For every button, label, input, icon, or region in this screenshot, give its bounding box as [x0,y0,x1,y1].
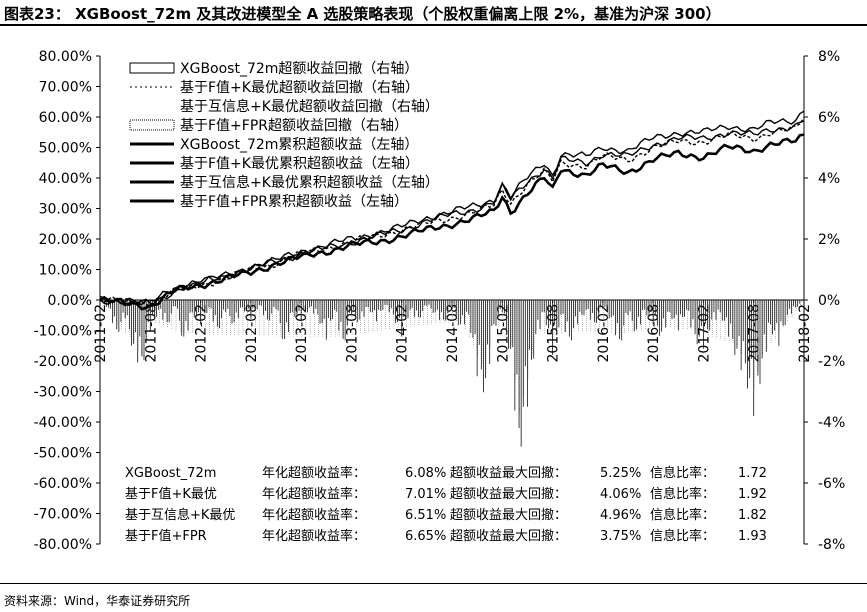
stats-annual-value: 6.08% [405,466,446,481]
stats-mdd-value: 5.25% [600,466,641,481]
left-tick-label: 40.00% [39,171,92,187]
drawdown-series-layer [101,300,803,447]
stats-ir-value: 1.92 [738,487,767,502]
left-tick-label: -70.00% [34,507,92,523]
left-tick-label: 80.00% [39,49,92,65]
left-tick-label: 20.00% [39,232,92,248]
stats-mdd-label: 超额收益最大回撤： [450,507,567,523]
left-tick-label: 10.00% [39,263,92,279]
legend-label: 基于F值+FPR累积超额收益（左轴） [180,193,408,210]
source-note: 资料来源：Wind，华泰证券研究所 [4,594,191,608]
right-tick-label: 0% [818,293,840,309]
cumulative-line-4 [99,117,805,309]
stats-ir-value: 1.93 [738,529,767,544]
right-tick-label: -8% [818,537,845,553]
stats-model: 基于F值+K最优 [125,486,217,502]
x-tick-label: 2018-02 [797,304,813,363]
stats-ir-value: 1.72 [738,466,767,481]
stats-mdd-value: 4.06% [600,487,641,502]
left-tick-label: -20.00% [34,354,92,370]
left-tick-label: 30.00% [39,202,92,218]
stats-annual-label: 年化超额收益率： [262,507,366,523]
right-tick-label: 8% [818,49,840,65]
bottom-divider [0,583,867,584]
stats-mdd-value: 4.96% [600,508,641,523]
stats-mdd-label: 超额收益最大回撤： [450,528,567,544]
cumulative-series-layer [99,110,805,311]
legend-swatch-area [129,62,175,74]
stats-annual-label: 年化超额收益率： [262,486,366,502]
stats-ir-label: 信息比率： [650,507,715,523]
stats-annual-value: 7.01% [405,487,446,502]
stats-mdd-label: 超额收益最大回撤： [450,486,567,502]
stats-ir-label: 信息比率： [650,465,715,481]
legend-label: 基于互信息+K最优超额收益回撤（右轴） [180,98,439,115]
left-tick-label: -40.00% [34,415,92,431]
left-tick-label: -50.00% [34,446,92,462]
left-tick-label: -30.00% [34,385,92,401]
stats-model: 基于F值+FPR [125,528,207,544]
stats-model: 基于互信息+K最优 [125,507,235,523]
legend-swatch-area-dotted [129,119,175,131]
right-tick-label: -6% [818,476,845,492]
stats-ir-label: 信息比率： [650,528,715,544]
left-tick-label: 50.00% [39,141,92,157]
stats-ir-value: 1.82 [738,508,767,523]
left-tick-label: -60.00% [34,476,92,492]
stats-annual-value: 6.65% [405,529,446,544]
legend-label: 基于F值+K最优超额收益回撤（右轴） [180,79,419,96]
right-tick-label: 2% [818,232,840,248]
x-tick-label: 2012-08 [244,304,260,363]
right-tick-label: -2% [818,354,845,370]
stats-annual-label: 年化超额收益率： [262,528,366,544]
right-tick-label: 4% [818,171,840,187]
stats-model: XGBoost_72m [125,466,216,481]
axes-layer: 80.00% 70.00% 60.00% 50.00% 40.00% 30.00% 20.0… [34,49,846,553]
right-tick-label: -4% [818,415,845,431]
cumulative-line-3 [99,120,805,305]
stats-annual-value: 6.51% [405,508,446,523]
legend-label: XGBoost_72m累积超额收益（左轴） [180,137,418,153]
chart: 80.00% 70.00% 60.00% 50.00% 40.00% 30.00% 20.0… [34,49,846,553]
legend-label: XGBoost_72m超额收益回撤（右轴） [180,61,418,77]
legend: XGBoost_72m超额收益回撤（右轴） 基于F值+K最优超额收益回撤（右轴） 基… [129,61,439,210]
left-tick-label: 60.00% [39,110,92,126]
stats-table: XGBoost_72m 年化超额收益率： 6.08% 超额收益最大回撤： 5.25% 信息… [125,465,767,544]
stats-ir-label: 信息比率： [650,486,715,502]
x-tick-label: 2011-02 [93,304,109,363]
left-tick-label: 0.00% [48,293,92,309]
figure-title-bar: 图表23： XGBoost_72m 及其改进模型全 A 选股策略表现（个股权重偏… [0,0,867,26]
left-tick-label: 70.00% [39,80,92,96]
legend-label: 基于F值+K最优累积超额收益（左轴） [180,155,419,172]
legend-label: 基于互信息+K最优累积超额收益（左轴） [180,174,439,191]
left-tick-label: -10.00% [34,324,92,340]
stats-annual-label: 年化超额收益率： [262,465,366,481]
cumulative-line-1 [99,133,805,311]
stats-mdd-label: 超额收益最大回撤： [450,465,567,481]
right-tick-label: 6% [818,110,840,126]
left-tick-label: -80.00% [34,537,92,553]
x-tick-label: 2013-02 [294,304,310,363]
figure-title: 图表23： XGBoost_72m 及其改进模型全 A 选股策略表现（个股权重偏… [4,5,721,23]
stats-mdd-value: 3.75% [600,529,641,544]
legend-label: 基于F值+FPR超额收益回撤（右轴） [180,117,408,134]
